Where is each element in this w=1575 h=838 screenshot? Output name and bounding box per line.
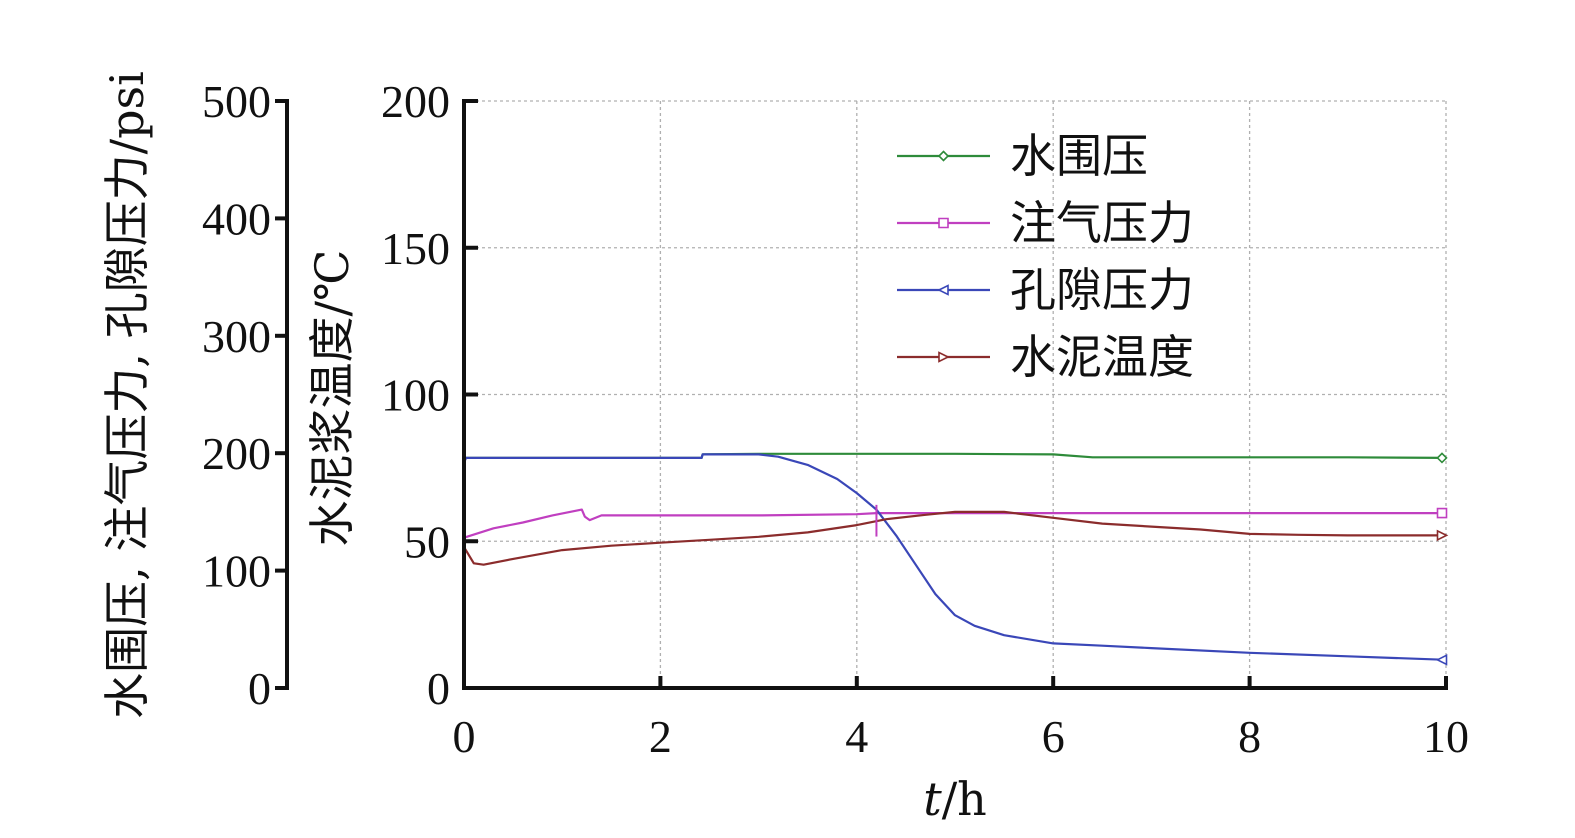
- legend-label-1: 水围压: [1010, 129, 1148, 183]
- y-axis-left-title: 水围压, 注气压力, 孔隙压力/psi: [100, 71, 154, 719]
- y-right-tick-label: 150: [381, 223, 450, 274]
- y-right-tick-label: 200: [381, 76, 450, 127]
- legend-marker-2: [938, 217, 949, 229]
- x-tick-label: 8: [1238, 711, 1261, 762]
- legend-marker-4: [938, 351, 950, 363]
- grid-lines: [464, 100, 1447, 688]
- legend-label-2: 注气压力: [1010, 196, 1194, 250]
- series-line-4: [463, 510, 1446, 566]
- series-end-marker-2: [1436, 507, 1448, 519]
- y-left-tick-label: 500: [202, 76, 271, 127]
- legend-marker-3: [937, 284, 949, 296]
- series-end-marker-1: [1436, 452, 1448, 464]
- series-end-marker-4: [1436, 529, 1449, 542]
- x-axis-title-unit: /h: [942, 772, 987, 826]
- x-tick-label: 4: [845, 711, 868, 762]
- x-axis-title: t/h: [923, 772, 987, 826]
- legend-marker-1: [937, 150, 950, 162]
- y-left-tick-label: 0: [248, 663, 271, 714]
- y-axis-right-title: 水泥浆温度/℃: [305, 250, 359, 547]
- series-line-3: [462, 453, 1447, 661]
- y-left-tick-label: 200: [202, 428, 271, 479]
- x-tick-label: 10: [1423, 711, 1469, 762]
- series-end-marker-3: [1435, 654, 1448, 666]
- legend-label-4: 水泥温度: [1010, 330, 1194, 384]
- y-left-tick-label: 100: [202, 546, 271, 597]
- x-tick-label: 6: [1042, 711, 1065, 762]
- y-right-tick-label: 0: [427, 663, 450, 714]
- legend-label-3: 孔隙压力: [1010, 263, 1194, 317]
- x-tick-label: 0: [453, 711, 476, 762]
- series-layer: [462, 452, 1449, 666]
- x-axis-title-italic: t: [923, 772, 942, 826]
- y-right-tick-label: 50: [404, 516, 450, 567]
- y-left-tick-label: 300: [202, 311, 271, 362]
- y-left-tick-label: 400: [202, 193, 271, 244]
- y-right-tick-label: 100: [381, 370, 450, 421]
- x-tick-label: 2: [649, 711, 672, 762]
- series-line-2: [463, 508, 1446, 539]
